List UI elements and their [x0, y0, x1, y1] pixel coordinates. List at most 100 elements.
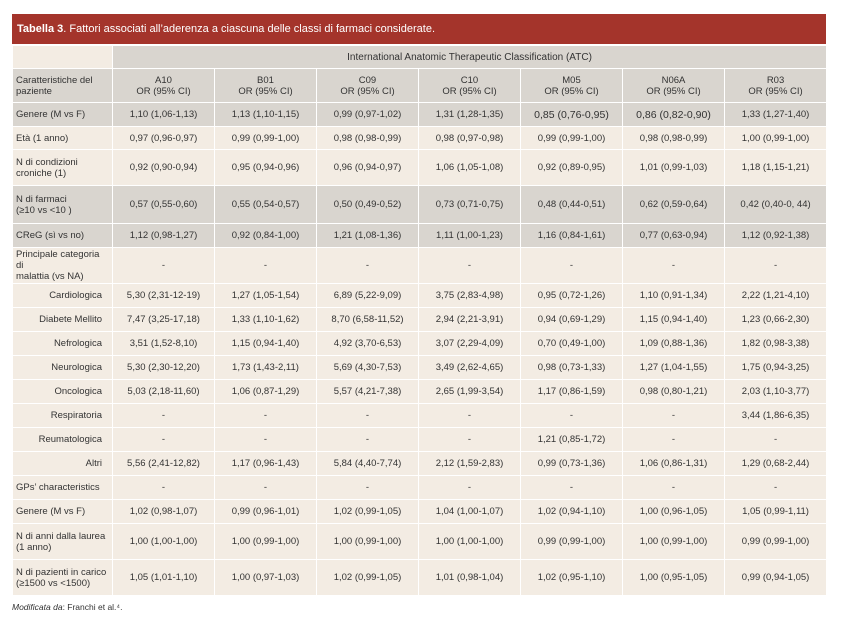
table-row: Principale categoria di malattia (vs NA) -…: [12, 247, 828, 284]
table-cell: 0,92 (0,89-0,95): [520, 149, 623, 186]
table-cell: 1,12 (0,92-1,38): [723, 223, 828, 248]
table-cell: 0,99 (0,99-1,00): [723, 523, 828, 560]
table-cell: -: [214, 247, 317, 284]
table-cell: 5,56 (2,41-12,82): [112, 451, 215, 476]
row-label-line: (≥1500 vs <1500): [16, 577, 91, 589]
table-cell: 1,23 (0,66-2,30): [723, 307, 828, 332]
table-caption: Tabella 3. Fattori associati all’aderenz…: [12, 14, 826, 44]
table-cell: -: [520, 403, 623, 428]
row-label: Neurologica: [12, 355, 113, 380]
table-cell: 2,22 (1,21-4,10): [723, 283, 828, 308]
table-cell: 1,02 (0,98-1,07): [112, 499, 215, 524]
table-cell: -: [112, 427, 215, 452]
column-header-b01: B01 OR (95% CI): [214, 68, 317, 103]
row-label-line: Respiratoria: [50, 410, 102, 421]
table-cell: 1,05 (0,99-1,11): [723, 499, 828, 524]
table-cell: 0,99 (0,99-1,00): [214, 126, 317, 150]
row-label-line: CReG (sì vs no): [16, 230, 85, 241]
column-subheader: OR (95% CI): [544, 85, 599, 97]
table-cell: 7,47 (3,25-17,18): [112, 307, 215, 332]
table-cell: 0,99 (0,99-1,00): [520, 126, 623, 150]
row-label-line: Altri: [85, 458, 102, 469]
table-cell: 1,18 (1,15-1,21): [723, 149, 828, 186]
table-row: Oncologica 5,03 (2,18-11,60) 1,06 (0,87-1,…: [12, 379, 828, 404]
table-cell: -: [520, 247, 623, 284]
table-cell: 3,75 (2,83-4,98): [418, 283, 521, 308]
table-cell: 1,15 (0,94-1,40): [214, 331, 317, 356]
table-cell: 1,06 (0,86-1,31): [622, 451, 725, 476]
table-cell: 1,10 (0,91-1,34): [622, 283, 725, 308]
table-cell: 1,00 (0,99-1,00): [316, 523, 419, 560]
row-label-line: N di farmaci: [16, 193, 67, 205]
row-label: Respiratoria: [12, 403, 113, 428]
table-cell: 4,92 (3,70-6,53): [316, 331, 419, 356]
table-cell: -: [622, 427, 725, 452]
table-cell: 1,00 (1,00-1,00): [418, 523, 521, 560]
table-cell: 0,48 (0,44-0,51): [520, 185, 623, 224]
table-row: N di pazienti in carico (≥1500 vs <1500) 1…: [12, 559, 828, 596]
table-cell: -: [214, 427, 317, 452]
table-cell: -: [316, 403, 419, 428]
table-cell: 1,00 (0,97-1,03): [214, 559, 317, 596]
table-row: Respiratoria - - - - - -3,44 (1,86-6,35): [12, 403, 828, 428]
column-subheader: OR (95% CI): [748, 85, 803, 97]
row-label: Oncologica: [12, 379, 113, 404]
column-code: M05: [562, 74, 581, 86]
table-cell: 8,70 (6,58-11,52): [316, 307, 419, 332]
results-table: International Anatomic Therapeutic Class…: [12, 45, 828, 596]
table-row: Nefrologica 3,51 (1,52-8,10) 1,15 (0,94-1,…: [12, 331, 828, 356]
table-cell: 3,51 (1,52-8,10): [112, 331, 215, 356]
table-cell: 1,27 (1,04-1,55): [622, 355, 725, 380]
table-row: GPs’ characteristics - - - - - - -: [12, 475, 828, 500]
table-cell: 3,44 (1,86-6,35): [723, 403, 828, 428]
column-code: A10: [155, 74, 172, 86]
atc-group-header: International Anatomic Therapeutic Class…: [111, 45, 828, 69]
header-empty-cell: [12, 45, 113, 69]
row-label: Età (1 anno): [12, 126, 113, 150]
table-cell: 5,03 (2,18-11,60): [112, 379, 215, 404]
table-cell: 1,29 (0,68-2,44): [723, 451, 828, 476]
table-cell: 1,73 (1,43-2,11): [214, 355, 317, 380]
table-cell: -: [520, 475, 623, 500]
table-cell: 0,99 (0,96-1,01): [214, 499, 317, 524]
table-row: Neurologica 5,30 (2,30-12,20) 1,73 (1,43-2…: [12, 355, 828, 380]
row-label-line: Genere (M vs F): [16, 109, 86, 120]
row-label: Genere (M vs F): [12, 499, 113, 524]
footnote-text: : Franchi et al.⁴.: [62, 602, 123, 612]
table-cell: 1,27 (1,05-1,54): [214, 283, 317, 308]
table-row: Cardiologica 5,30 (2,31-12-19) 1,27 (1,05-…: [12, 283, 828, 308]
table-row: CReG (sì vs no) 1,12 (0,98-1,27) 0,92 (0,8…: [12, 223, 828, 248]
table-cell: 5,69 (4,30-7,53): [316, 355, 419, 380]
table-cell: 0,95 (0,94-0,96): [214, 149, 317, 186]
table-cell: 0,42 (0,40-0, 44): [723, 185, 828, 224]
table-cell: 2,12 (1,59-2,83): [418, 451, 521, 476]
table-row: Età (1 anno) 0,97 (0,96-0,97) 0,99 (0,99-1…: [12, 126, 828, 150]
table-cell: 1,04 (1,00-1,07): [418, 499, 521, 524]
column-code: R03: [766, 74, 785, 86]
table-row: Genere (M vs F) 1,10 (1,06-1,13) 1,13 (1,1…: [12, 102, 828, 127]
table-cell: 1,17 (0,86-1,59): [520, 379, 623, 404]
column-header-m05: M05 OR (95% CI): [520, 68, 623, 103]
footnote-label: Modificata da: [12, 602, 63, 612]
column-code: N06A: [661, 74, 686, 86]
table-cell: 1,13 (1,10-1,15): [214, 102, 317, 127]
table-cell: 1,01 (0,98-1,04): [418, 559, 521, 596]
table-cell: 1,82 (0,98-3,38): [723, 331, 828, 356]
table-cell: 0,97 (0,96-0,97): [112, 126, 215, 150]
table-cell: 1,06 (0,87-1,29): [214, 379, 317, 404]
column-subheader: OR (95% CI): [646, 85, 701, 97]
table-cell: 0,92 (0,84-1,00): [214, 223, 317, 248]
row-label-line: Neurologica: [51, 362, 102, 373]
column-code: C09: [358, 74, 377, 86]
table-cell: 1,11 (1,00-1,23): [418, 223, 521, 248]
row-label: Cardiologica: [12, 283, 113, 308]
table-cell: 0,94 (0,69-1,29): [520, 307, 623, 332]
table-cell: -: [622, 475, 725, 500]
row-label-line: malattia (vs NA): [16, 271, 84, 282]
table-cell: -: [418, 475, 521, 500]
table-cell: 0,70 (0,49-1,00): [520, 331, 623, 356]
table-cell: 5,30 (2,31-12-19): [112, 283, 215, 308]
row-label-line: N di anni dalla laurea: [16, 530, 106, 542]
row-label-line: croniche (1): [16, 167, 67, 179]
table-cell: 1,12 (0,98-1,27): [112, 223, 215, 248]
